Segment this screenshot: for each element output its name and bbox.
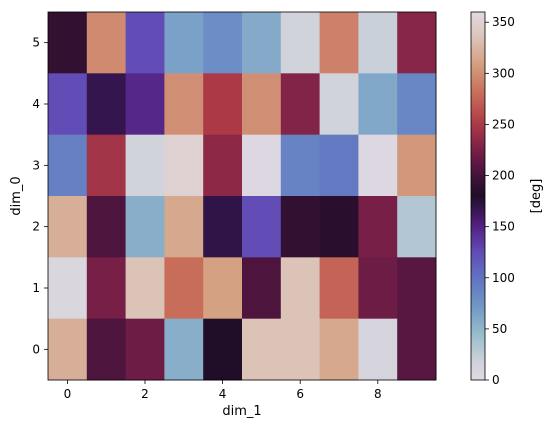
heatmap-cell [397,134,437,197]
heatmap-cell [86,73,127,136]
heatmap-cell [203,73,243,136]
heatmap-cell [397,318,437,381]
heatmap-cell [48,73,88,136]
y-axis-label: dim_0 [9,176,24,215]
y-tick-label: 1 [32,281,40,295]
y-tick-label: 5 [32,36,40,50]
x-axis-ticks: 0 2 4 6 8 [64,380,382,401]
heatmap-cell [125,12,165,74]
heatmap-cell [397,73,437,136]
heatmap-cell [203,196,243,258]
heatmap-cell [86,134,127,197]
y-tick-label: 4 [32,97,40,111]
heatmap-cell [125,73,165,136]
x-tick-label: 4 [219,387,227,401]
heatmap-cell [358,134,398,197]
colorbar-tick-label: 0 [492,373,500,387]
heatmap-cell [319,196,359,258]
heatmap-cell [358,196,398,258]
heatmap-cells [48,12,437,381]
colorbar-tick-label: 300 [492,66,515,80]
heatmap-cell [242,318,282,381]
heatmap-cell [280,73,321,136]
heatmap-cell [203,134,243,197]
x-tick-label: 8 [374,387,382,401]
heatmap-cell [48,134,88,197]
y-tick-label: 3 [32,158,40,172]
x-tick-label: 2 [141,387,149,401]
heatmap-cell [242,73,282,136]
heatmap-cell [242,257,282,320]
heatmap-cell [358,12,398,74]
heatmap-cell [125,318,165,381]
heatmap-cell [86,318,127,381]
heatmap-cell [280,196,321,258]
heatmap-cell [397,12,437,74]
heatmap-cell [86,196,127,258]
x-tick-label: 0 [64,387,72,401]
heatmap-cell [280,134,321,197]
colorbar-label: [deg] [529,179,544,214]
colorbar-tick-label: 250 [492,117,515,131]
heatmap-cell [397,257,437,320]
heatmap-cell [319,12,359,74]
heatmap-cell [319,318,359,381]
heatmap-cell [164,134,204,197]
heatmap-cell [164,318,204,381]
heatmap-cell [48,196,88,258]
heatmap-cell [164,196,204,258]
heatmap-cell [48,318,88,381]
heatmap-cell [358,318,398,381]
heatmap-cell [48,257,88,320]
colorbar-ticks: 0 50 100 150 200 250 300 350 [485,15,515,387]
heatmap-cell [358,257,398,320]
heatmap-cell [319,257,359,320]
heatmap-cell [319,73,359,136]
colorbar [470,11,486,381]
plot-frame [47,11,437,381]
x-axis-label: dim_1 [222,404,261,419]
heatmap-cell [125,134,165,197]
heatmap-cell [86,257,127,320]
heatmap-cell [280,318,321,381]
heatmap-cell [203,318,243,381]
heatmap-cell [86,12,127,74]
heatmap-cell [125,257,165,320]
heatmap-cell [164,73,204,136]
heatmap-cell [125,196,165,258]
x-tick-label: 6 [296,387,304,401]
y-axis-ticks: 0 1 2 3 4 5 [32,36,48,356]
y-tick-label: 0 [32,342,40,356]
heatmap-cell [242,196,282,258]
heatmap-cell [164,12,204,74]
y-tick-label: 2 [32,220,40,234]
heatmap-cell [48,12,88,74]
heatmap-cell [242,134,282,197]
colorbar-tick-label: 100 [492,271,515,285]
heatmap-cell [319,134,359,197]
colorbar-tick-label: 200 [492,169,515,183]
heatmap-cell [280,12,321,74]
heatmap-cell [397,196,437,258]
heatmap-cell [280,257,321,320]
colorbar-tick-label: 350 [492,15,515,29]
colorbar-tick-label: 150 [492,220,515,234]
heatmap-cell [203,12,243,74]
heatmap-cell [358,73,398,136]
colorbar-tick-label: 50 [492,322,507,336]
heatmap-cell [242,12,282,74]
heatmap-cell [164,257,204,320]
heatmap-cell [203,257,243,320]
